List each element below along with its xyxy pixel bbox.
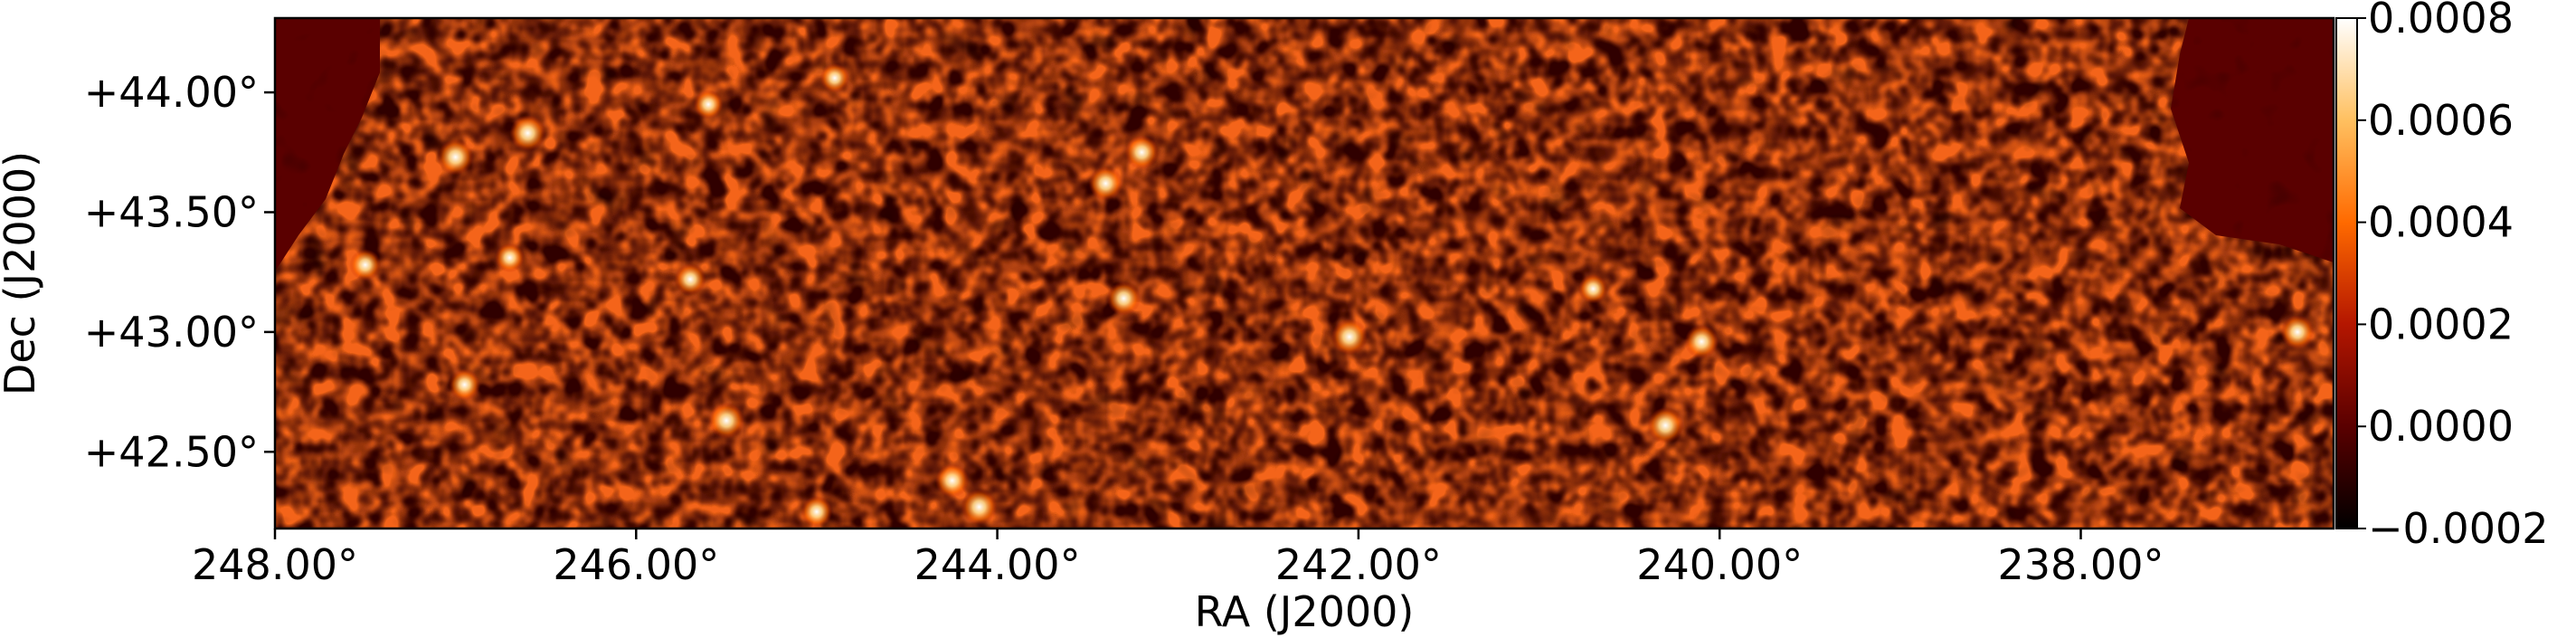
x-axis-ticks: 248.00° 246.00° 244.00° 242.00° 240.00° 238.0… bbox=[192, 528, 2164, 589]
bright-source bbox=[2280, 315, 2315, 349]
bright-source bbox=[495, 243, 525, 273]
plot-frame bbox=[273, 16, 2335, 530]
x-tick-label: 244.00° bbox=[914, 540, 1081, 589]
colorbar-ticks: −0.0002 0.0000 0.0002 0.0004 0.0006 0.0008 bbox=[2357, 0, 2549, 553]
bright-source bbox=[961, 489, 998, 526]
bright-sources-group bbox=[349, 62, 2315, 528]
bright-source bbox=[693, 90, 724, 119]
bright-source bbox=[437, 138, 474, 176]
y-tick-label: +42.50° bbox=[84, 427, 259, 476]
colorbar-tick-label: 0.0000 bbox=[2368, 402, 2514, 451]
bright-source bbox=[1578, 273, 1608, 304]
y-axis-ticks: +42.50° +43.00° +43.50° +44.00° bbox=[84, 68, 275, 476]
x-axis-title: RA (J2000) bbox=[1195, 587, 1415, 636]
bright-source bbox=[819, 62, 850, 93]
bright-source bbox=[708, 402, 745, 439]
bright-source bbox=[509, 115, 546, 152]
x-tick-label: 238.00° bbox=[1998, 540, 2164, 589]
bright-source bbox=[674, 263, 706, 296]
heatmap-plot-area bbox=[275, 18, 2334, 528]
colorbar-tick-label: −0.0002 bbox=[2368, 504, 2549, 553]
bright-source bbox=[1124, 135, 1160, 170]
bright-source bbox=[1647, 407, 1684, 444]
bright-source bbox=[1331, 319, 1368, 356]
bright-source bbox=[1684, 324, 1719, 359]
colorbar-tick-label: 0.0004 bbox=[2368, 198, 2514, 247]
y-tick-label: +43.50° bbox=[84, 187, 259, 236]
colorbar: −0.0002 0.0000 0.0002 0.0004 0.0006 0.0008 bbox=[2335, 0, 2549, 553]
bright-source bbox=[1088, 166, 1123, 201]
y-axis-title: Dec (J2000) bbox=[0, 151, 44, 395]
bright-source bbox=[1106, 281, 1141, 316]
bright-source bbox=[934, 463, 970, 498]
bright-source bbox=[800, 496, 833, 528]
x-tick-label: 248.00° bbox=[192, 540, 358, 589]
dark-noise-layer bbox=[275, 18, 2334, 528]
colorbar-frame bbox=[2335, 17, 2358, 529]
colorbar-fill bbox=[2336, 18, 2357, 528]
colorbar-tick-label: 0.0008 bbox=[2368, 0, 2514, 43]
bright-source bbox=[449, 368, 481, 401]
y-tick-label: +44.00° bbox=[84, 68, 259, 117]
x-tick-label: 240.00° bbox=[1636, 540, 1803, 589]
bright-source bbox=[349, 249, 382, 281]
x-tick-label: 246.00° bbox=[553, 540, 719, 589]
colorbar-tick-label: 0.0002 bbox=[2368, 300, 2514, 348]
x-tick-label: 242.00° bbox=[1275, 540, 1442, 589]
y-tick-label: +43.00° bbox=[84, 308, 259, 357]
colorbar-tick-label: 0.0006 bbox=[2368, 96, 2514, 145]
